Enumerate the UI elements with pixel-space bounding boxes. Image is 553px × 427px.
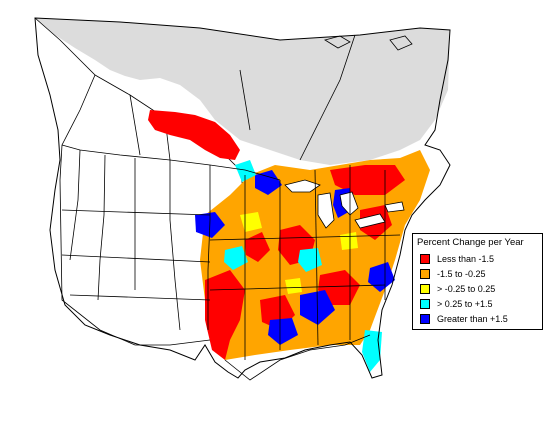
state-boundaries — [59, 144, 401, 381]
legend-label: Greater than +1.5 — [437, 314, 508, 324]
legend-title: Percent Change per Year — [417, 237, 524, 248]
legend-swatch-orange — [420, 269, 430, 279]
trend-patches — [148, 110, 430, 372]
continent-outline — [34, 17, 451, 379]
legend-label: > -0.25 to 0.25 — [437, 284, 496, 294]
red-patch-5 — [245, 232, 270, 262]
legend-item-neg-1-5-to-neg-0-25: -1.5 to -0.25 — [420, 269, 542, 281]
legend-item-greater-than-1-5: Greater than +1.5 — [420, 314, 542, 326]
blue-patch-6 — [368, 262, 395, 292]
blue-patch-2 — [255, 170, 282, 195]
legend-swatch-red — [420, 254, 430, 264]
red-patch-prairie — [148, 110, 240, 160]
arctic-islands — [323, 35, 413, 51]
red-patch-4 — [318, 270, 360, 305]
legend-swatch-blue — [420, 314, 430, 324]
legend-label: > 0.25 to +1.5 — [437, 299, 493, 309]
legend: Percent Change per Year Less than -1.5 -… — [412, 233, 543, 330]
red-patch-1 — [205, 270, 245, 360]
yellow-patch-1 — [240, 212, 262, 232]
cyan-patch-4 — [235, 160, 256, 182]
legend-item-0-25-to-1-5: > 0.25 to +1.5 — [420, 299, 542, 311]
legend-item-stable: > -0.25 to 0.25 — [420, 284, 542, 296]
legend-label: Less than -1.5 — [437, 254, 495, 264]
legend-swatch-yellow — [420, 284, 430, 294]
legend-item-less-than-neg-1-5: Less than -1.5 — [420, 254, 542, 266]
blue-patch-5 — [268, 318, 298, 345]
red-patch-2 — [330, 165, 405, 195]
boreal-white-patch — [100, 78, 170, 115]
cyan-patch-3 — [362, 330, 382, 372]
legend-label: -1.5 to -0.25 — [437, 269, 486, 279]
northern-gray-band — [35, 18, 450, 165]
cyan-patch-1 — [224, 246, 248, 270]
yellow-patch-3 — [285, 278, 302, 294]
legend-swatch-cyan — [420, 299, 430, 309]
yellow-patch-2 — [340, 232, 358, 250]
great-lakes — [284, 179, 405, 229]
cyan-patch-2 — [298, 248, 322, 272]
